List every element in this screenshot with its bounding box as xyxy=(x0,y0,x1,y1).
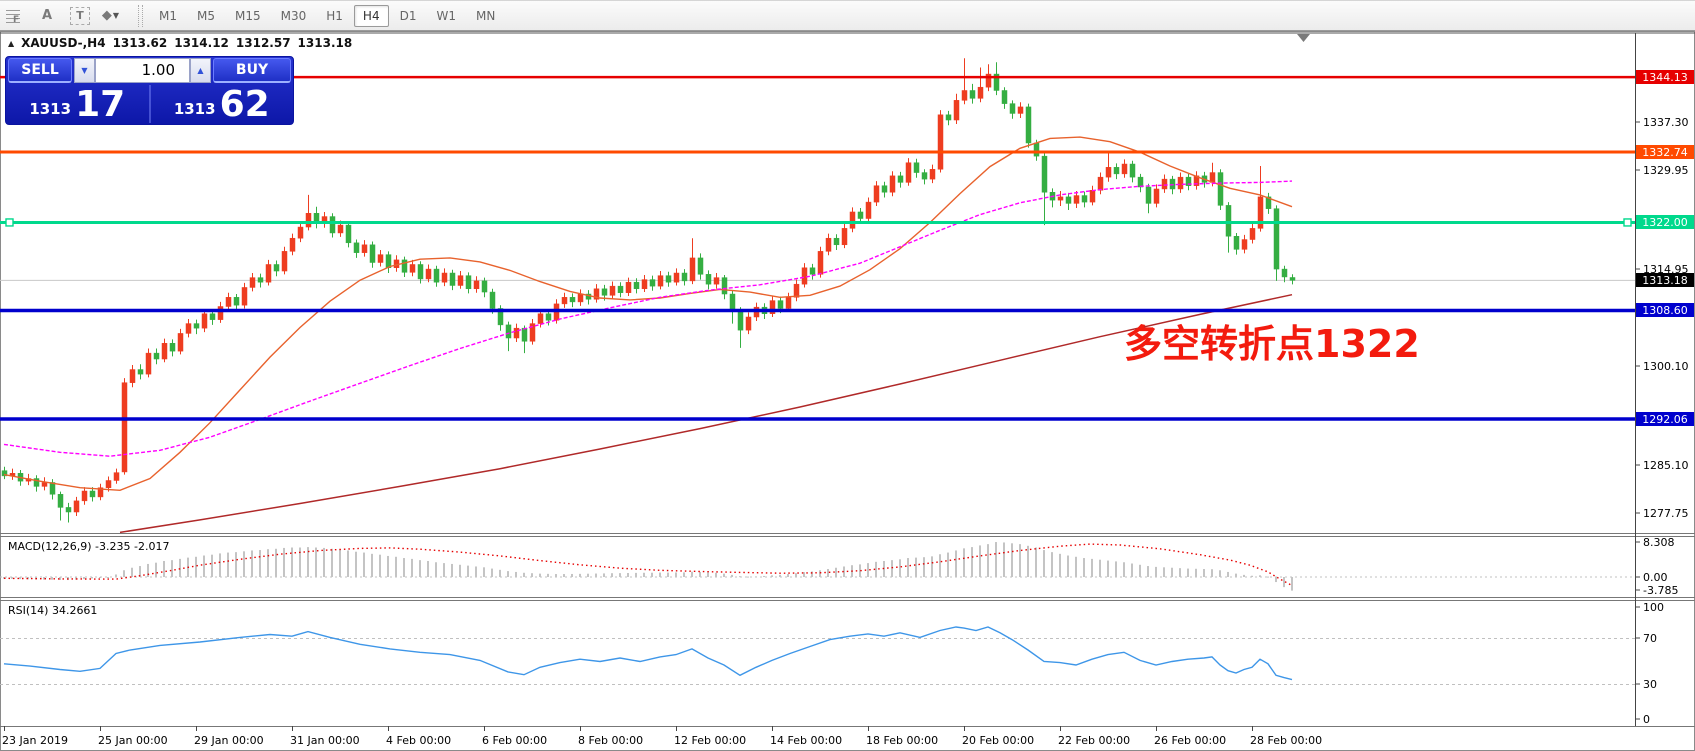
sell-price-main: 1313 xyxy=(29,100,72,118)
svg-text:22 Feb 00:00: 22 Feb 00:00 xyxy=(1058,734,1130,747)
timeframe-button-m15[interactable]: M15 xyxy=(235,8,261,23)
sell-button[interactable]: SELL xyxy=(8,58,72,83)
svg-text:12 Feb 00:00: 12 Feb 00:00 xyxy=(674,734,746,747)
timeframe-button-m1[interactable]: M1 xyxy=(159,8,177,23)
chart-annotation-text[interactable]: 多空转折点1322 xyxy=(1124,322,1420,366)
level-badge-1332 xyxy=(1636,145,1694,159)
svg-text:20 Feb 00:00: 20 Feb 00:00 xyxy=(962,734,1034,747)
ohlc-low: 1312.57 xyxy=(235,36,291,50)
svg-text:0.00: 0.00 xyxy=(1643,571,1668,584)
rsi-line xyxy=(3,626,1293,681)
macd-signal-line xyxy=(3,543,1293,587)
svg-text:1329.95: 1329.95 xyxy=(1643,164,1689,177)
svg-text:6 Feb 00:00: 6 Feb 00:00 xyxy=(482,734,547,747)
svg-text:25 Jan 00:00: 25 Jan 00:00 xyxy=(98,734,168,747)
chart-shift-marker-icon[interactable] xyxy=(1297,34,1310,42)
svg-text:28 Feb 00:00: 28 Feb 00:00 xyxy=(1250,734,1322,747)
buy-price-main: 1313 xyxy=(173,100,216,118)
buy-button[interactable]: BUY xyxy=(213,58,291,83)
one-click-trading-panel: SELL ▼ 1.00 ▲ BUY 1313 17 1313 62 xyxy=(5,56,294,125)
text-annotation-icon[interactable]: A xyxy=(41,8,53,23)
timeframe-button-h4[interactable]: H4 xyxy=(353,4,389,27)
shapes-icon: ◆ xyxy=(101,8,113,23)
bid-price-badge xyxy=(1636,273,1694,287)
timeframe-button-mn[interactable]: MN xyxy=(475,8,496,23)
svg-text:100: 100 xyxy=(1643,601,1664,614)
volume-decrease-button[interactable]: ▼ xyxy=(74,58,95,83)
svg-text:1292.06: 1292.06 xyxy=(1642,413,1688,426)
volume-increase-button[interactable]: ▲ xyxy=(190,58,211,83)
svg-text:0: 0 xyxy=(1643,713,1650,726)
level-badge-1292 xyxy=(1636,412,1694,426)
toolbar-separator xyxy=(138,4,143,27)
rsi-label: RSI(14) 34.2661 xyxy=(8,604,97,617)
ma-mid-line xyxy=(3,180,1293,457)
ohlc-high: 1314.12 xyxy=(174,36,229,50)
ohlc-open: 1313.62 xyxy=(112,36,168,50)
svg-text:1314.95: 1314.95 xyxy=(1643,263,1689,276)
svg-text:4 Feb 00:00: 4 Feb 00:00 xyxy=(386,734,451,747)
level-badge-1344 xyxy=(1636,70,1694,84)
hline-handle[interactable] xyxy=(5,218,14,227)
timeframe-buttons: M1 M5 M15 M30 H1 H4 D1 W1 MN xyxy=(149,4,505,27)
sell-price-pips: 17 xyxy=(75,84,126,125)
chevron-down-icon: ▼ xyxy=(112,11,121,20)
sell-price-display[interactable]: 1313 17 xyxy=(6,83,149,125)
volume-input[interactable]: 1.00 xyxy=(95,58,190,83)
svg-text:30: 30 xyxy=(1643,678,1657,691)
timeframe-button-m5[interactable]: M5 xyxy=(197,8,215,23)
svg-text:23 Jan 2019: 23 Jan 2019 xyxy=(2,734,68,747)
svg-text:14 Feb 00:00: 14 Feb 00:00 xyxy=(770,734,842,747)
fibonacci-retracement-icon[interactable]: F xyxy=(4,4,30,27)
timeframe-button-m30[interactable]: M30 xyxy=(280,8,307,23)
svg-text:8.308: 8.308 xyxy=(1643,536,1675,549)
svg-text:31 Jan 00:00: 31 Jan 00:00 xyxy=(290,734,360,747)
svg-text:1313.18: 1313.18 xyxy=(1642,274,1688,287)
price-axis[interactable]: 1337.30 1329.95 1314.95 1300.10 1285.10 1277.… xyxy=(1636,70,1694,520)
svg-text:29 Jan 00:00: 29 Jan 00:00 xyxy=(194,734,264,747)
price-divider xyxy=(148,85,151,123)
svg-text:-3.785: -3.785 xyxy=(1643,584,1678,597)
svg-text:1285.10: 1285.10 xyxy=(1643,459,1689,472)
macd-panel: MACD(12,26,9) -3.235 -2.017 8.308 0.00-3.7… xyxy=(0,536,1678,597)
timeframe-button-d1[interactable]: D1 xyxy=(399,8,417,23)
shapes-dropdown-icon[interactable]: ◆ ▼ xyxy=(94,5,128,27)
level-badge-1322 xyxy=(1636,215,1694,229)
svg-text:1344.13: 1344.13 xyxy=(1642,71,1688,84)
svg-text:8 Feb 00:00: 8 Feb 00:00 xyxy=(578,734,643,747)
svg-text:1332.74: 1332.74 xyxy=(1642,146,1688,159)
level-badge-1308 xyxy=(1636,303,1694,317)
text-label-icon[interactable]: T xyxy=(70,6,90,25)
svg-text:1337.30: 1337.30 xyxy=(1643,116,1689,129)
timeframe-button-w1[interactable]: W1 xyxy=(436,8,456,23)
symbol-title: XAUUSD-,H4 xyxy=(21,36,106,50)
toolbar: F A T ◆ ▼ M1 M5 M15 M30 H1 H4 D1 W1 MN xyxy=(0,0,1695,31)
svg-text:1322.00: 1322.00 xyxy=(1642,216,1688,229)
time-axis[interactable]: 23 Jan 2019 25 Jan 00:00 29 Jan 00:00 31 Ja… xyxy=(2,726,1322,747)
symbol-marker-icon: ▲ xyxy=(8,38,15,48)
rsi-panel: RSI(14) 34.2661 100 70 30 0 xyxy=(0,601,1664,726)
svg-text:1308.60: 1308.60 xyxy=(1642,304,1688,317)
svg-text:26 Feb 00:00: 26 Feb 00:00 xyxy=(1154,734,1226,747)
buy-price-pips: 62 xyxy=(219,84,270,125)
svg-text:18 Feb 00:00: 18 Feb 00:00 xyxy=(866,734,938,747)
chart-window-frame xyxy=(0,31,1695,751)
chart-ohlc-header: ▲ XAUUSD-,H4 1313.62 1314.12 1312.57 131… xyxy=(8,36,352,50)
macd-label: MACD(12,26,9) -3.235 -2.017 xyxy=(8,540,169,553)
svg-text:1277.75: 1277.75 xyxy=(1643,507,1689,520)
ohlc-close: 1313.18 xyxy=(297,36,353,50)
svg-text:70: 70 xyxy=(1643,632,1657,645)
ma-slow-line xyxy=(119,293,1293,534)
svg-text:1300.10: 1300.10 xyxy=(1643,360,1689,373)
hline-handle[interactable] xyxy=(1623,218,1632,227)
buy-price-display[interactable]: 1313 62 xyxy=(151,83,294,125)
timeframe-button-h1[interactable]: H1 xyxy=(326,8,343,23)
